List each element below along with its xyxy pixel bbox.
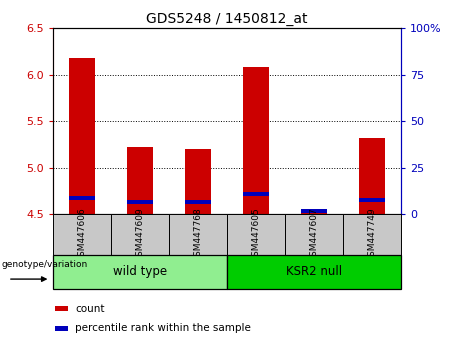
Bar [127,200,153,204]
Bar [301,209,327,213]
Bar [359,138,385,214]
Bar [301,211,327,214]
Title: GDS5248 / 1450812_at: GDS5248 / 1450812_at [146,12,308,26]
Text: GSM447606: GSM447606 [77,207,87,262]
Bar [285,214,343,255]
Text: GSM447609: GSM447609 [136,207,145,262]
Bar [243,192,269,196]
Bar [185,149,211,214]
Bar [69,196,95,200]
Text: KSR2 null: KSR2 null [286,265,342,278]
Text: GSM447607: GSM447607 [309,207,319,262]
Bar [55,307,68,312]
Text: genotype/variation: genotype/variation [1,260,87,269]
Bar [185,200,211,204]
Text: GSM447605: GSM447605 [252,207,260,262]
Text: GSM447768: GSM447768 [194,207,202,262]
Bar [243,67,269,214]
Bar [69,58,95,214]
Bar [127,147,153,214]
Text: count: count [75,304,105,314]
Bar [227,255,401,289]
Bar [359,198,385,202]
Bar [343,214,401,255]
Bar [55,326,68,331]
Text: wild type: wild type [113,265,167,278]
Bar [111,214,169,255]
Bar [169,214,227,255]
Bar [53,255,227,289]
Bar [53,214,111,255]
Text: percentile rank within the sample: percentile rank within the sample [75,324,251,333]
Text: GSM447749: GSM447749 [367,207,377,262]
Bar [227,214,285,255]
